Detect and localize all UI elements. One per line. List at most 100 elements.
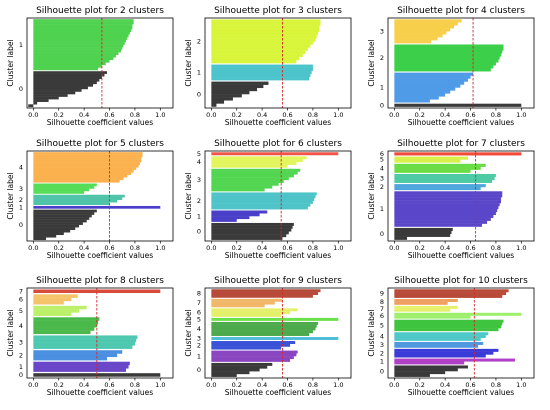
cluster-label-5: 5 xyxy=(19,307,23,315)
plot-title: Silhouette plot for 2 clusters xyxy=(36,6,164,16)
cluster-6-bars xyxy=(33,294,78,305)
plot-frame xyxy=(387,150,535,242)
silhouette-bar xyxy=(33,323,97,328)
silhouette-bar xyxy=(33,191,85,194)
silhouette-bar xyxy=(394,236,408,240)
silhouette-bar xyxy=(33,76,102,80)
silhouette-bar xyxy=(211,47,308,51)
cluster-label-8: 8 xyxy=(380,298,384,306)
cluster-label-6: 6 xyxy=(380,312,384,320)
silhouette-bar xyxy=(211,73,311,78)
cluster-1-bars xyxy=(211,350,298,362)
silhouette-bar xyxy=(33,219,87,223)
cluster-label-3: 3 xyxy=(380,27,384,35)
cluster-label-0: 0 xyxy=(197,90,201,98)
x-tick-label: 1.0 xyxy=(516,244,526,252)
cluster-0-bars xyxy=(211,81,269,107)
cluster-6-bars xyxy=(394,152,522,156)
cluster-1-bars xyxy=(211,210,268,222)
silhouette-bar xyxy=(33,177,124,181)
silhouette-bar xyxy=(33,294,78,298)
cluster-label-1: 1 xyxy=(197,212,201,220)
cluster-1-bars xyxy=(394,358,515,365)
cluster-7-bars xyxy=(394,305,458,312)
silhouette-bar xyxy=(33,356,107,361)
cluster-4-bars xyxy=(394,332,489,341)
silhouette-bar xyxy=(394,90,451,94)
cluster-5-bars xyxy=(394,319,504,332)
silhouette-bar xyxy=(394,56,500,60)
silhouette-bar xyxy=(211,289,321,293)
x-axis-label: Silhouette coefficient values xyxy=(225,118,331,127)
x-tick-label: 0.8 xyxy=(491,244,501,252)
silhouette-bar xyxy=(211,350,298,354)
silhouette-bar xyxy=(211,231,289,235)
cluster-label-2: 2 xyxy=(380,54,384,62)
silhouette-bar xyxy=(394,103,522,107)
cluster-1-bars xyxy=(33,205,161,209)
silhouette-bar xyxy=(394,294,503,298)
cluster-label-4: 4 xyxy=(19,163,23,171)
silhouette-bar xyxy=(394,368,458,372)
x-tick-label: 0.4 xyxy=(79,381,89,389)
cluster-1-bars xyxy=(394,191,503,227)
y-axis-label: Cluster label xyxy=(6,39,15,86)
silhouette-bar xyxy=(394,308,451,312)
cluster-0-bars xyxy=(394,365,468,377)
silhouette-bar xyxy=(211,31,318,36)
silhouette-bar xyxy=(394,187,481,191)
cluster-label-1: 1 xyxy=(197,352,201,360)
cluster-4-bars xyxy=(394,163,486,173)
x-tick-label: 0.8 xyxy=(130,381,140,389)
x-tick-label: 0.2 xyxy=(415,111,425,119)
silhouette-bar xyxy=(211,301,275,305)
silhouette-bar xyxy=(211,353,297,357)
silhouette-bar xyxy=(394,344,479,348)
silhouette-bar xyxy=(394,59,499,63)
y-axis-label: Cluster label xyxy=(6,172,15,219)
silhouette-bar xyxy=(394,208,498,213)
x-tick-label: 1.0 xyxy=(155,381,165,389)
x-tick-label: 0.0 xyxy=(206,381,216,389)
x-tick-label: 1.0 xyxy=(333,244,343,252)
x-tick-label: 0.4 xyxy=(257,111,267,119)
silhouette-bar xyxy=(394,301,448,305)
cluster-3-bars xyxy=(394,19,462,44)
cluster-label-4: 4 xyxy=(197,325,201,333)
cluster-0-bars xyxy=(211,362,273,377)
cluster-label-3: 3 xyxy=(19,185,23,193)
cluster-label-1: 1 xyxy=(19,363,23,371)
silhouette-bar xyxy=(33,227,76,230)
silhouette-bar xyxy=(394,166,481,170)
silhouette-plot-3-clusters: Silhouette plot for 3 clusters 0 1 2 0.0 0.2 0… xyxy=(184,6,352,127)
silhouette-bar xyxy=(394,227,453,232)
silhouette-bar xyxy=(33,202,110,206)
y-axis-label: Cluster label xyxy=(367,39,376,86)
silhouette-bar xyxy=(394,341,484,345)
cluster-2-bars xyxy=(394,348,499,358)
silhouette-bar xyxy=(211,210,268,214)
silhouette-bar xyxy=(33,157,142,160)
silhouette-bar xyxy=(394,40,432,44)
silhouette-bar xyxy=(33,229,71,233)
silhouette-bar xyxy=(211,64,313,68)
silhouette-bar xyxy=(394,96,439,100)
silhouette-bar xyxy=(33,164,139,168)
silhouette-bar xyxy=(211,234,287,238)
silhouette-bar xyxy=(211,164,288,168)
silhouette-bar xyxy=(211,156,307,160)
x-tick-label: 0.0 xyxy=(206,244,216,252)
cluster-0-bars xyxy=(28,71,107,108)
silhouette-bar xyxy=(394,65,494,69)
cluster-label-2: 2 xyxy=(197,197,201,205)
silhouette-bar xyxy=(394,335,486,339)
cluster-label-7: 7 xyxy=(380,305,384,313)
cluster-0-bars xyxy=(33,373,161,377)
silhouette-bar xyxy=(211,362,273,366)
cluster-label-5: 5 xyxy=(197,315,201,323)
silhouette-bar xyxy=(394,319,504,323)
cluster-0-bars xyxy=(394,227,453,240)
silhouette-bar xyxy=(33,188,90,192)
cluster-label-5: 5 xyxy=(380,156,384,164)
cluster-2-bars xyxy=(33,194,125,206)
